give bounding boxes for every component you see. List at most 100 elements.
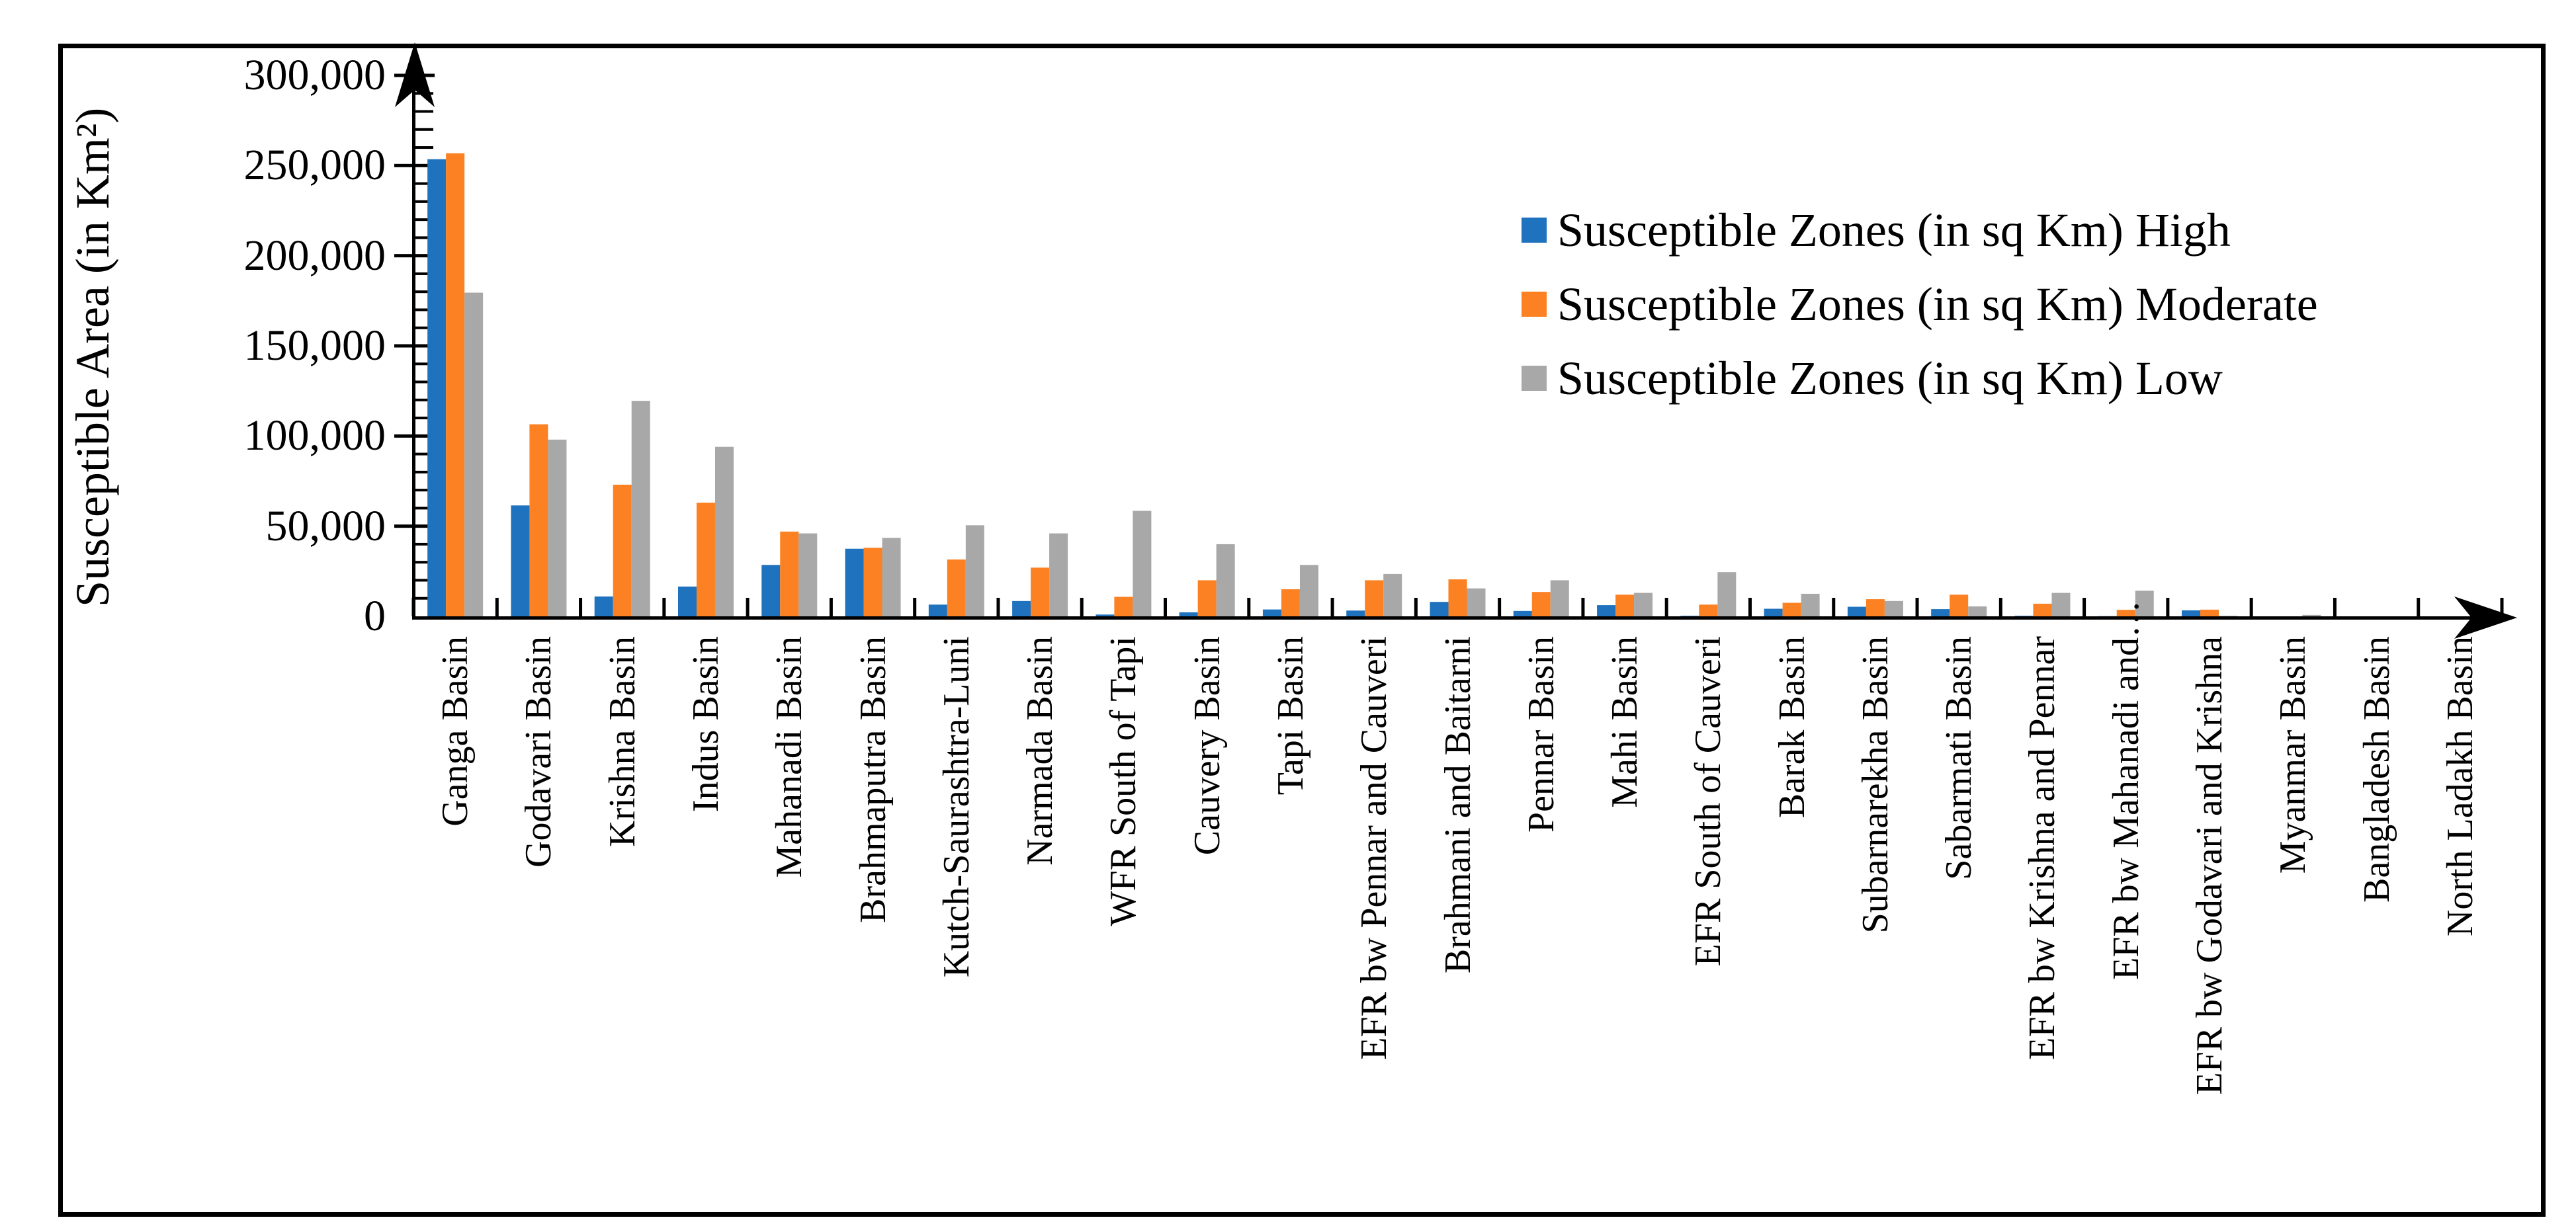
x-category-tick xyxy=(829,598,833,616)
bar-high-22 xyxy=(2182,610,2201,616)
category-label-3: Krishna Basin xyxy=(601,636,643,847)
y-minor-tick xyxy=(413,308,433,311)
bar-moderate-1 xyxy=(446,153,465,617)
bar-high-1 xyxy=(427,159,447,617)
y-tick-label-50000: 50,000 xyxy=(265,501,386,550)
x-category-tick xyxy=(2333,598,2337,616)
legend-label-moderate: Susceptible Zones (in sq Km) Moderate xyxy=(1557,278,2318,331)
bar-low-23 xyxy=(2302,614,2321,616)
x-category-tick xyxy=(1414,598,1418,616)
x-category-tick xyxy=(2166,598,2170,616)
x-category-tick xyxy=(996,598,1000,616)
bar-low-15 xyxy=(1634,593,1653,616)
y-minor-tick xyxy=(413,236,433,239)
y-minor-tick xyxy=(413,200,433,203)
x-category-tick xyxy=(1664,598,1668,616)
y-minor-tick xyxy=(413,92,433,95)
category-label-8: Narmada Basin xyxy=(1019,636,1061,866)
category-label-5: Mahanadi Basin xyxy=(769,636,810,878)
legend-swatch-moderate-icon xyxy=(1522,292,1547,317)
category-label-21: EFR bw Mahanadi and… xyxy=(2105,600,2147,980)
y-tick-label-0: 0 xyxy=(364,592,386,640)
legend-swatch-high-icon xyxy=(1522,218,1547,243)
legend-item-high: Susceptible Zones (in sq Km) High xyxy=(1522,205,2231,255)
bar-high-19 xyxy=(1931,609,1950,616)
bar-high-10 xyxy=(1179,612,1198,616)
y-tick-label-150000: 150,000 xyxy=(243,321,386,370)
x-axis-arrowhead-icon xyxy=(2454,596,2517,639)
y-major-tick xyxy=(394,434,435,438)
bar-moderate-17 xyxy=(1782,602,1801,616)
y-minor-tick xyxy=(413,326,433,329)
bar-moderate-20 xyxy=(2033,603,2052,616)
y-axis-line xyxy=(412,53,415,620)
x-category-tick xyxy=(2417,598,2421,616)
bar-high-11 xyxy=(1262,609,1281,616)
category-label-9: WFR South of Tapi xyxy=(1103,636,1144,926)
y-minor-tick xyxy=(413,489,433,492)
category-label-12: EFR bw Pennar and Cauveri xyxy=(1353,636,1395,1060)
y-minor-tick xyxy=(413,218,433,222)
y-minor-tick xyxy=(413,507,433,510)
bar-moderate-10 xyxy=(1197,580,1217,616)
bar-high-8 xyxy=(1012,600,1031,616)
x-category-tick xyxy=(1748,598,1752,616)
x-category-tick xyxy=(1915,598,1919,616)
legend-swatch-low-icon xyxy=(1522,366,1547,391)
bar-moderate-11 xyxy=(1281,589,1300,616)
y-minor-tick xyxy=(413,380,433,384)
bar-moderate-6 xyxy=(863,548,882,616)
y-minor-tick xyxy=(413,561,433,564)
y-major-tick xyxy=(394,254,435,258)
x-category-tick xyxy=(495,598,499,616)
y-minor-tick xyxy=(413,182,433,185)
bar-high-9 xyxy=(1095,614,1115,616)
category-label-16: EFR South of Cauveri xyxy=(1688,636,1729,967)
bar-moderate-7 xyxy=(947,559,966,616)
bar-moderate-14 xyxy=(1531,592,1551,616)
y-minor-tick xyxy=(413,398,433,401)
bar-moderate-3 xyxy=(613,484,632,616)
y-tick-label-100000: 100,000 xyxy=(243,411,386,460)
bar-low-10 xyxy=(1216,544,1235,616)
bar-moderate-9 xyxy=(1114,596,1133,616)
category-label-19: Sabarmati Basin xyxy=(1938,636,1980,880)
category-label-18: Subarnarekha Basin xyxy=(1854,636,1896,934)
bar-low-20 xyxy=(2051,593,2071,616)
bar-low-13 xyxy=(1467,588,1486,616)
bar-moderate-8 xyxy=(1031,567,1050,616)
x-category-tick xyxy=(1080,598,1084,616)
x-category-tick xyxy=(662,598,666,616)
x-category-tick xyxy=(411,598,415,616)
y-minor-tick xyxy=(413,417,433,420)
bar-moderate-15 xyxy=(1615,594,1635,616)
x-category-tick xyxy=(1247,598,1251,616)
bar-high-6 xyxy=(845,548,864,616)
y-tick-label-300000: 300,000 xyxy=(243,51,386,99)
y-tick-label-200000: 200,000 xyxy=(243,231,386,280)
bar-high-2 xyxy=(511,505,530,616)
bar-low-4 xyxy=(714,446,734,616)
legend-item-low: Susceptible Zones (in sq Km) Low xyxy=(1522,353,2223,403)
y-major-tick xyxy=(394,344,435,348)
y-major-tick xyxy=(394,73,435,77)
x-category-tick xyxy=(1832,598,1836,616)
category-label-20: EFR bw Krishna and Pennar xyxy=(2022,636,2063,1060)
bar-moderate-4 xyxy=(696,503,715,616)
bar-high-12 xyxy=(1346,610,1365,616)
y-minor-tick xyxy=(413,110,433,113)
bar-high-7 xyxy=(928,604,947,616)
bar-moderate-16 xyxy=(1699,604,1718,616)
y-axis-title: Susceptible Area (in Km²) xyxy=(66,107,119,607)
bar-low-1 xyxy=(464,292,484,616)
bar-low-16 xyxy=(1717,572,1737,616)
bar-low-19 xyxy=(1968,606,1987,616)
bar-low-8 xyxy=(1049,533,1068,616)
bar-high-15 xyxy=(1597,605,1616,616)
y-minor-tick xyxy=(413,146,433,149)
x-category-tick xyxy=(2082,598,2086,616)
x-category-tick xyxy=(1581,598,1585,616)
bar-high-5 xyxy=(761,565,781,616)
y-major-tick xyxy=(394,524,435,528)
bar-high-18 xyxy=(1847,606,1866,616)
